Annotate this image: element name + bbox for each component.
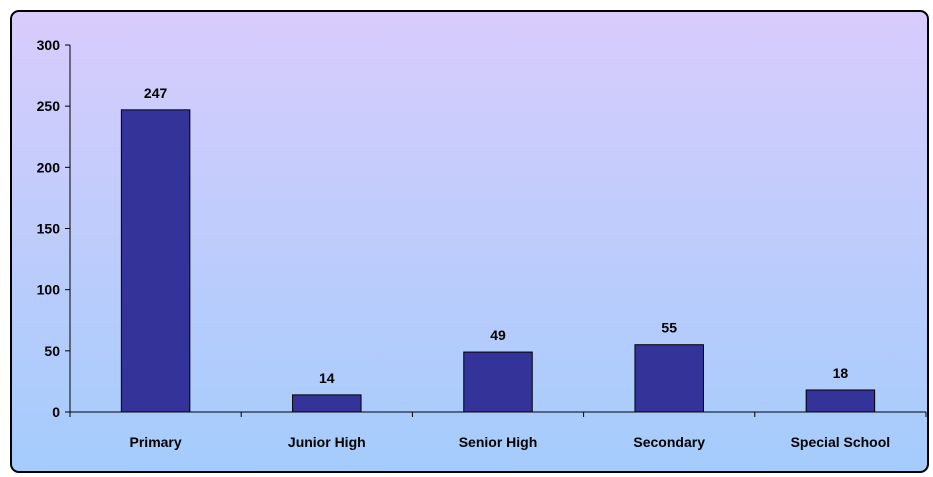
category-label: Senior High: [459, 434, 538, 450]
data-label: 14: [319, 370, 335, 386]
bar: [634, 344, 704, 413]
y-tick-label: 250: [37, 98, 61, 114]
y-tick-label: 300: [37, 37, 61, 53]
category-label: Special School: [791, 434, 891, 450]
bar: [463, 351, 533, 413]
y-tick-label: 150: [37, 221, 61, 237]
bars: [120, 109, 876, 413]
y-tick-label: 100: [37, 282, 61, 298]
chart-container: 0 50 100 150 200 250 300 247 Primary 14 Junior Hig…: [10, 10, 929, 473]
data-label: 247: [144, 85, 168, 101]
data-label: 49: [490, 327, 506, 343]
category-label: Primary: [130, 434, 182, 450]
data-label: 18: [833, 365, 849, 381]
y-tick-label: 200: [37, 159, 61, 175]
category-label: Secondary: [633, 434, 705, 450]
bar: [292, 394, 362, 413]
y-tick-label: 0: [52, 404, 60, 420]
bar-chart: 0 50 100 150 200 250 300 247 Primary 14 Junior Hig…: [10, 10, 929, 473]
labels: 0 50 100 150 200 250 300 247 Primary 14 Junior Hig…: [37, 37, 891, 450]
data-label: 55: [661, 320, 677, 336]
category-label: Junior High: [288, 434, 366, 450]
bar: [120, 109, 191, 413]
y-tick-label: 50: [44, 343, 60, 359]
bar: [805, 389, 876, 413]
